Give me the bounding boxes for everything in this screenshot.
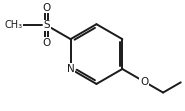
Text: O: O xyxy=(43,3,51,13)
Text: S: S xyxy=(43,20,50,30)
Text: N: N xyxy=(67,64,74,74)
Text: O: O xyxy=(140,77,148,87)
Text: O: O xyxy=(43,38,51,48)
Text: CH₃: CH₃ xyxy=(4,20,22,30)
